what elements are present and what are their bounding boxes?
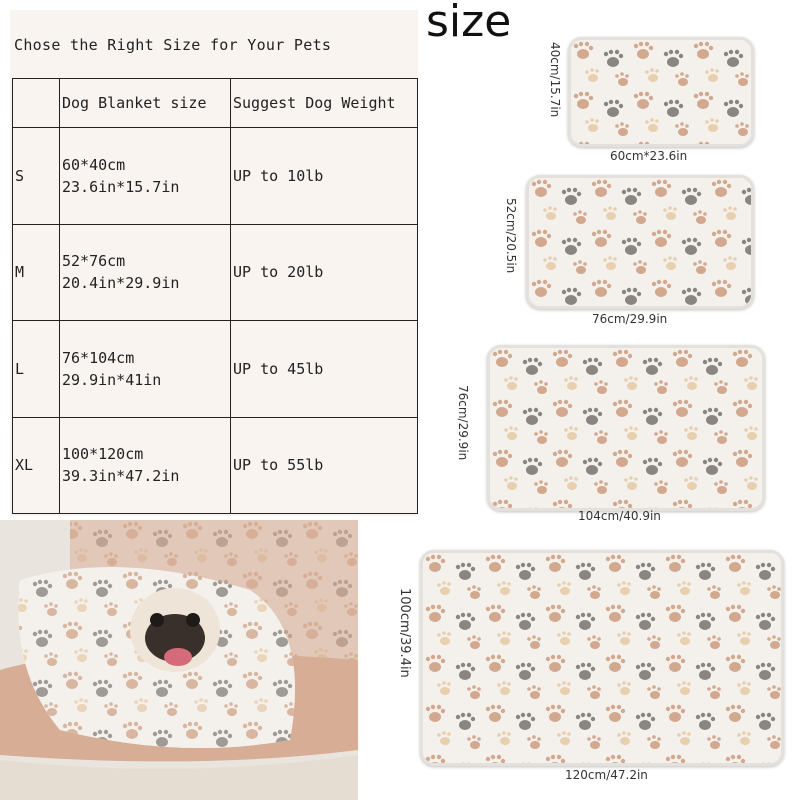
size-cell: M <box>12 223 60 322</box>
dimension-cm: 60*40cm <box>62 155 126 174</box>
size-cell: L <box>12 320 60 418</box>
dimension-cm: 52*76cm <box>62 252 126 271</box>
dimension-cell: 52*76cm 20.4in*29.9in <box>59 223 231 322</box>
header-cell: Suggest Dog Weight <box>230 77 418 129</box>
blanket-small-height-label: 40cm/15.7in <box>548 42 562 118</box>
dimension-cm: 76*104cm <box>62 348 135 367</box>
header-cell: Dog Blanket size <box>59 77 231 129</box>
size-cell: S <box>12 127 60 225</box>
dimension-in: 39.3in*47.2in <box>62 467 180 486</box>
dimension-cm: 100*120cm <box>62 445 144 464</box>
weight-cell: UP to 45lb <box>230 320 418 418</box>
chart-title: Chose the Right Size for Your Pets <box>14 36 332 54</box>
blanket-medium-width-label: 76cm/29.9in <box>592 312 668 326</box>
blanket-small-width-label: 60cm*23.6in <box>610 149 688 163</box>
blanket-large-height-label: 76cm/29.9in <box>456 385 470 461</box>
table-row: XL 100*120cm 39.3in*47.2in UP to 55lb <box>12 416 418 515</box>
size-heading: size <box>426 0 512 47</box>
dog-on-blanket-photo <box>0 520 358 800</box>
size-cell: XL <box>12 416 60 515</box>
blanket-large-width-label: 104cm/40.9in <box>578 509 661 523</box>
blanket-large-image <box>487 345 765 511</box>
dimension-in: 20.4in*29.9in <box>62 274 180 293</box>
dimension-in: 29.9in*41in <box>62 370 162 389</box>
dimension-cell: 76*104cm 29.9in*41in <box>59 320 231 418</box>
size-table: Dog Blanket size Suggest Dog Weight S 60… <box>12 77 418 515</box>
table-row: L 76*104cm 29.9in*41in UP to 45lb <box>12 320 418 418</box>
dimension-in: 23.6in*15.7in <box>62 177 180 196</box>
header-cell <box>12 77 60 129</box>
blanket-small-image <box>568 37 754 147</box>
weight-cell: UP to 10lb <box>230 127 418 225</box>
dimension-cell: 100*120cm 39.3in*47.2in <box>59 416 231 515</box>
blanket-xl-image <box>420 550 784 766</box>
blanket-xl-width-label: 120cm/47.2in <box>565 768 648 782</box>
blanket-medium-image <box>526 175 754 309</box>
dimension-cell: 60*40cm 23.6in*15.7in <box>59 127 231 225</box>
table-row: S 60*40cm 23.6in*15.7in UP to 10lb <box>12 127 418 225</box>
blanket-xl-height-label: 100cm/39.4in <box>397 588 412 678</box>
table-row: M 52*76cm 20.4in*29.9in UP to 20lb <box>12 223 418 322</box>
weight-cell: UP to 55lb <box>230 416 418 515</box>
table-header-row: Dog Blanket size Suggest Dog Weight <box>12 77 418 129</box>
blanket-medium-height-label: 52cm/20.5in <box>504 198 518 274</box>
weight-cell: UP to 20lb <box>230 223 418 322</box>
